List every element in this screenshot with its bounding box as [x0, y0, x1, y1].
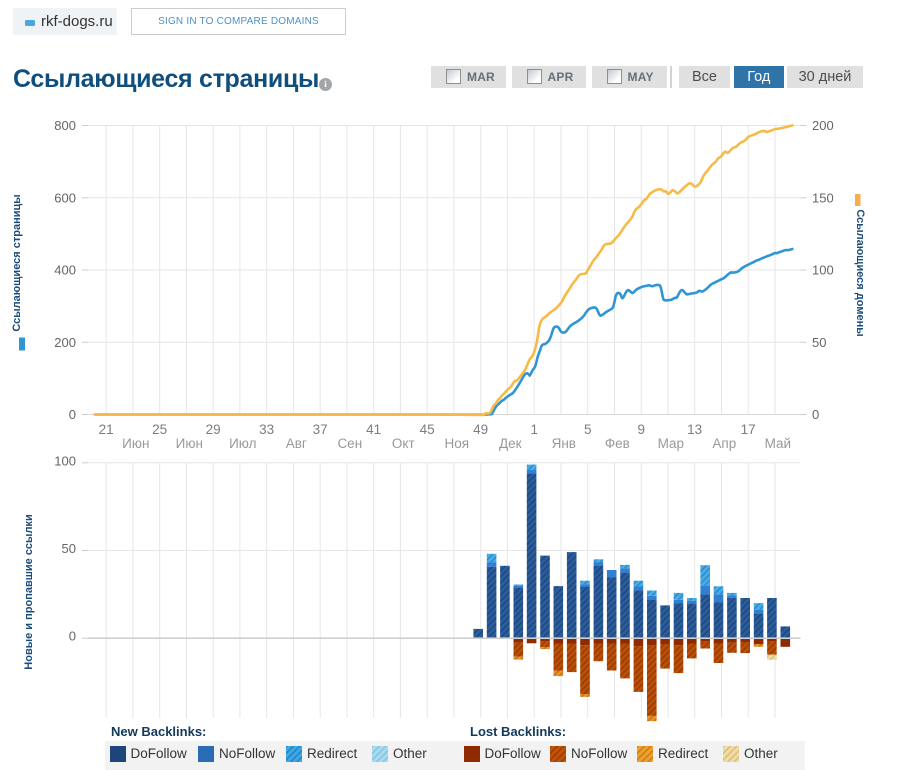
svg-text:Июн: Июн [176, 436, 203, 451]
svg-text:Июл: Июл [229, 436, 256, 451]
svg-text:Июн: Июн [122, 436, 149, 451]
svg-text:33: 33 [259, 422, 274, 437]
svg-text:200: 200 [54, 335, 76, 350]
svg-text:800: 800 [54, 118, 76, 133]
svg-text:Окт: Окт [392, 436, 415, 451]
svg-text:1: 1 [530, 422, 538, 437]
svg-text:13: 13 [687, 422, 702, 437]
svg-text:0: 0 [69, 407, 76, 422]
svg-text:Новые и пропавшие ссылки: Новые и пропавшие ссылки [23, 514, 35, 669]
svg-text:Авг: Авг [286, 436, 307, 451]
svg-text:Сен: Сен [337, 436, 362, 451]
svg-text:Ссылающиеся домены: Ссылающиеся домены [854, 209, 866, 336]
svg-text:Янв: Янв [552, 436, 576, 451]
svg-text:0: 0 [812, 407, 819, 422]
svg-text:200: 200 [812, 118, 834, 133]
svg-text:25: 25 [152, 422, 167, 437]
svg-text:Ссылающиеся страницы: Ссылающиеся страницы [11, 194, 23, 331]
svg-text:Мар: Мар [658, 436, 684, 451]
svg-text:50: 50 [62, 541, 76, 556]
svg-text:50: 50 [812, 335, 826, 350]
svg-text:Апр: Апр [712, 436, 736, 451]
svg-text:Ноя: Ноя [445, 436, 470, 451]
svg-text:400: 400 [54, 263, 76, 278]
svg-text:100: 100 [54, 453, 76, 468]
svg-text:49: 49 [473, 422, 488, 437]
svg-text:45: 45 [420, 422, 435, 437]
svg-text:150: 150 [812, 190, 834, 205]
svg-text:Дек: Дек [499, 436, 522, 451]
svg-text:17: 17 [741, 422, 756, 437]
svg-text:37: 37 [313, 422, 328, 437]
svg-text:Май: Май [765, 436, 791, 451]
svg-text:41: 41 [366, 422, 381, 437]
svg-text:5: 5 [584, 422, 592, 437]
svg-text:21: 21 [99, 422, 114, 437]
svg-text:600: 600 [54, 190, 76, 205]
svg-text:9: 9 [637, 422, 645, 437]
svg-text:29: 29 [206, 422, 221, 437]
svg-text:Фев: Фев [605, 436, 630, 451]
svg-text:100: 100 [812, 263, 834, 278]
svg-text:0: 0 [69, 629, 76, 644]
